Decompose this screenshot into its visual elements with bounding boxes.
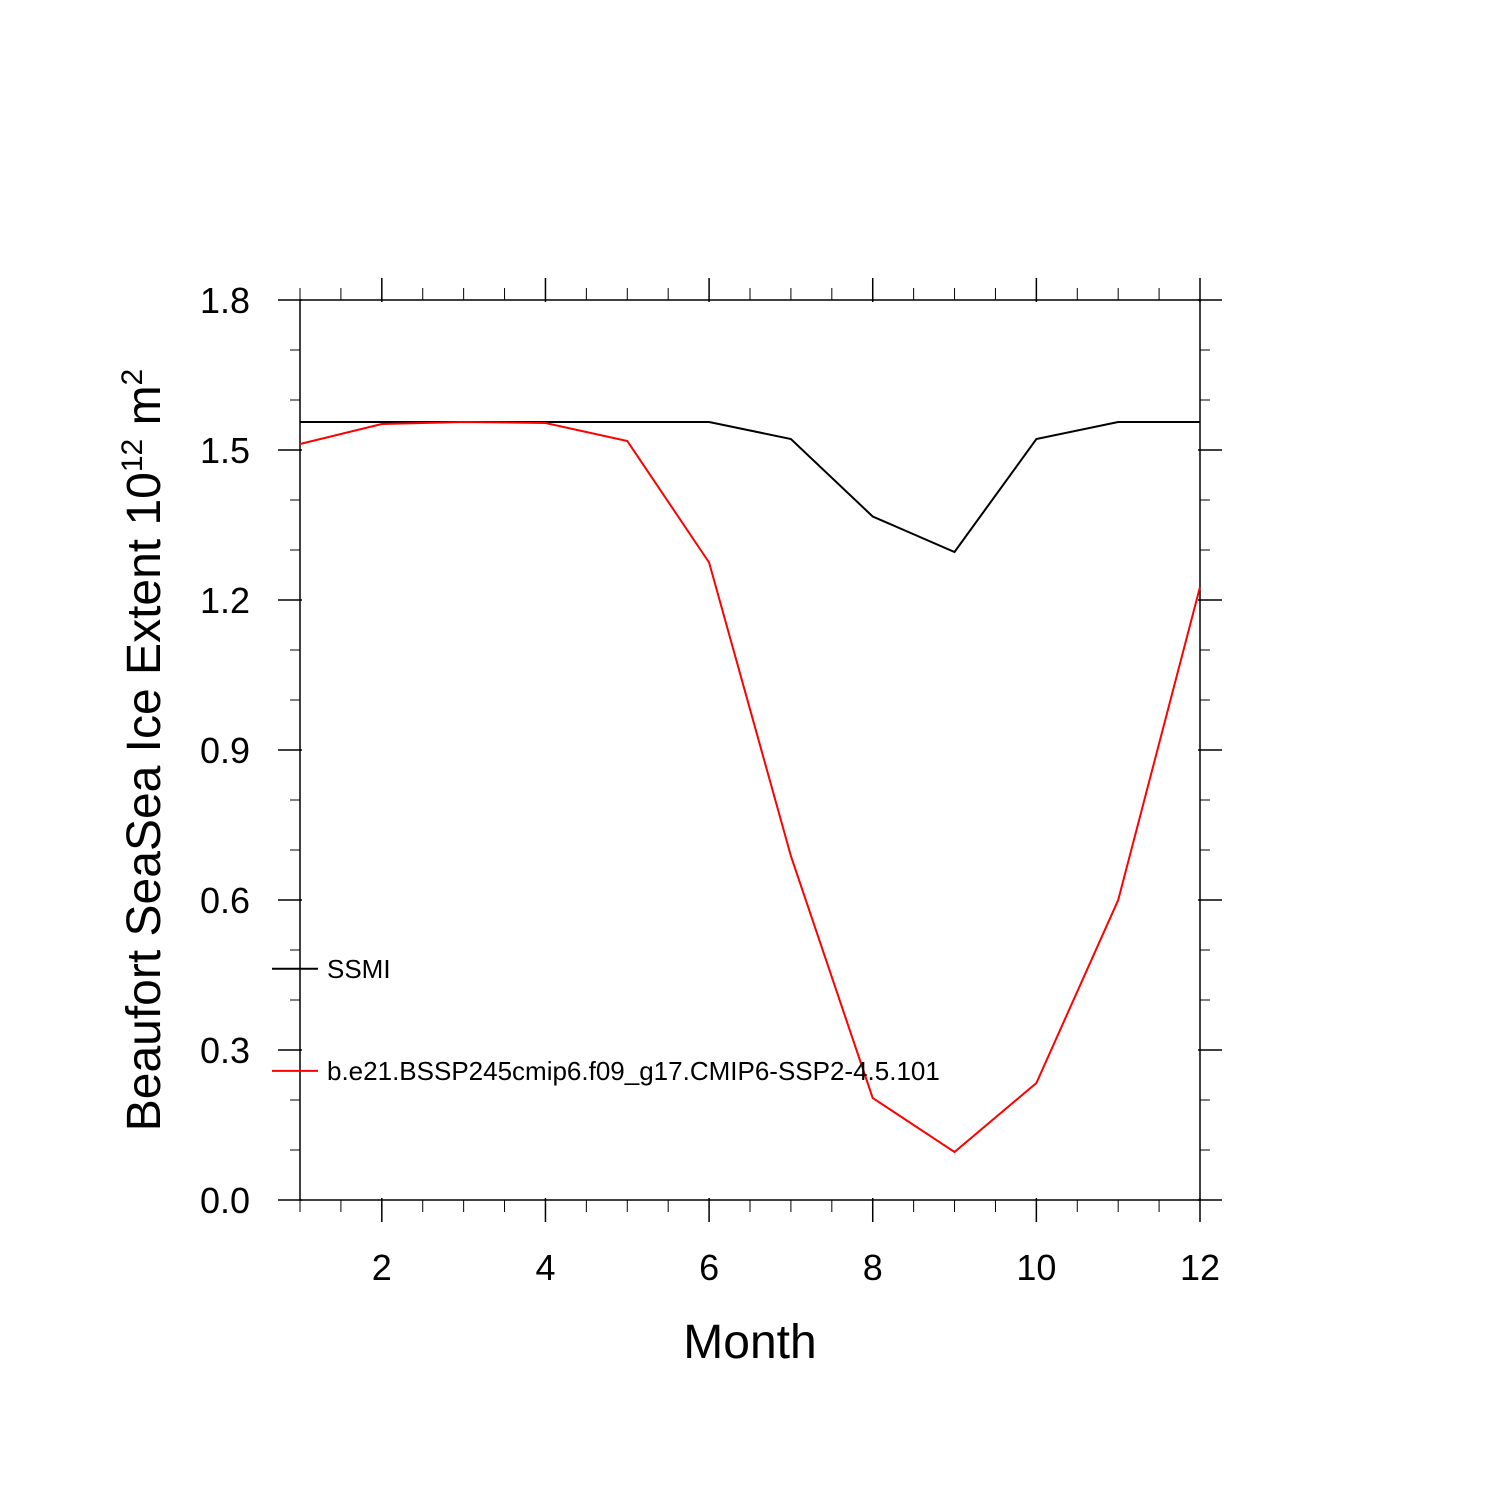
legend-label: b.e21.BSSP245cmip6.f09_g17.CMIP6-SSP2-4.… (327, 1056, 940, 1086)
y-axis-title-unit-exponent: 2 (116, 369, 149, 386)
tick-labels: 2 4 6 8 10 12 0.0 0.3 0.6 0.9 1.2 1.5 1.8 (200, 280, 1220, 1288)
y-tick-label: 0.0 (200, 1180, 250, 1221)
y-tick-label: 0.9 (200, 730, 250, 771)
y-tick-label: 1.8 (200, 280, 250, 321)
y-axis-title-unit: m (118, 385, 171, 438)
series-lines (299, 420, 1201, 1154)
y-axis-title: Beaufort SeaSea Ice Extent 1012 m2 (116, 369, 171, 1132)
x-tick-label: 8 (863, 1247, 883, 1288)
y-tick-label: 0.3 (200, 1030, 250, 1071)
y-tick-label: 1.5 (200, 430, 250, 471)
y-axis-title-exponent: 12 (116, 439, 149, 472)
y-tick-label: 1.2 (200, 580, 250, 621)
series-line-ssmi (300, 421, 1200, 554)
y-tick-label: 0.6 (200, 880, 250, 921)
x-tick-label: 12 (1180, 1247, 1220, 1288)
x-tick-label: 6 (699, 1247, 719, 1288)
x-tick-label: 2 (372, 1247, 392, 1288)
series-line-model (299, 420, 1201, 1154)
x-axis-title: Month (683, 1316, 816, 1369)
axis-ticks (278, 278, 1222, 1222)
legend-label: SSMI (327, 954, 391, 984)
x-tick-label: 10 (1016, 1247, 1056, 1288)
legend: SSMI b.e21.BSSP245cmip6.f09_g17.CMIP6-SSP… (272, 954, 940, 1086)
y-axis-title-main: Beaufort SeaSea Ice Extent 10 (118, 472, 171, 1131)
x-tick-label: 4 (535, 1247, 555, 1288)
